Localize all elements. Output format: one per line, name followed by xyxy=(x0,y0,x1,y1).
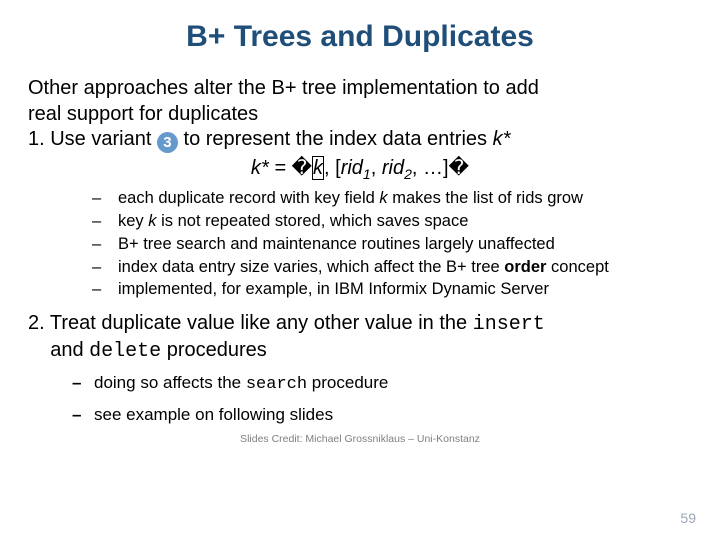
formula-lhs: k* = xyxy=(251,157,292,179)
sb1-post: procedure xyxy=(307,373,388,392)
intro-line1: Other approaches alter the B+ tree imple… xyxy=(28,77,539,99)
b2-post: is not repeated stored, which saves spac… xyxy=(161,212,468,230)
list-item: key k is not repeated stored, which save… xyxy=(92,211,676,233)
formula-rid2: rid xyxy=(382,157,404,179)
s2-line1-pre: 2. Treat duplicate value like any other … xyxy=(28,312,473,334)
formula-sub1: 1 xyxy=(363,166,371,182)
formula-line: k* = �k, [rid1, rid2, …]� xyxy=(28,155,692,182)
search-keyword: search xyxy=(246,375,307,394)
formula-sub2: 2 xyxy=(404,166,412,182)
section-2: 2. Treat duplicate value like any other … xyxy=(28,311,692,364)
delete-keyword: delete xyxy=(89,340,161,363)
formula-mid: , [ xyxy=(324,157,341,179)
formula-rid1: rid xyxy=(341,157,363,179)
list-item: each duplicate record with key field k m… xyxy=(92,188,676,210)
sb1-pre: doing so affects the xyxy=(94,373,246,392)
s2-line2-pre: and xyxy=(50,339,89,361)
bullet-list-1: each duplicate record with key field k m… xyxy=(92,188,676,301)
page-number: 59 xyxy=(680,510,696,526)
list-item: B+ tree search and maintenance routines … xyxy=(92,234,676,256)
kstar: k* xyxy=(493,128,511,150)
formula-glyph1: � xyxy=(292,157,313,179)
insert-keyword: insert xyxy=(473,313,545,336)
formula-comma1: , xyxy=(371,157,382,179)
slide-title: B+ Trees and Duplicates xyxy=(28,20,692,54)
formula-k: k xyxy=(312,156,324,180)
b5-text: implemented, for example, in IBM Informi… xyxy=(118,280,549,298)
list-item: see example on following slides xyxy=(72,402,692,428)
circled-number-icon: 3 xyxy=(157,132,178,153)
list-item: doing so affects the search procedure xyxy=(72,370,692,398)
sb2-text: see example on following slides xyxy=(94,405,333,424)
title-text: B+ Trees and Duplicates xyxy=(186,20,534,53)
item1-before: 1. Use variant xyxy=(28,128,157,150)
b4-post: concept xyxy=(551,258,609,276)
b2-em: k xyxy=(148,212,161,230)
b4-pre: index data entry size varies, which affe… xyxy=(118,258,504,276)
b1-pre: each duplicate record with key field xyxy=(118,189,379,207)
bullet-list-2: doing so affects the search procedure se… xyxy=(72,370,692,427)
intro-block: Other approaches alter the B+ tree imple… xyxy=(28,76,692,153)
formula-glyph2: � xyxy=(449,157,470,179)
slide-credit: Slides Credit: Michael Grossniklaus – Un… xyxy=(28,433,692,445)
b2-pre: key xyxy=(118,212,148,230)
b1-em: k xyxy=(379,189,392,207)
formula-end: , …] xyxy=(412,157,449,179)
s2-line2-post: procedures xyxy=(161,339,267,361)
list-item: index data entry size varies, which affe… xyxy=(92,257,676,279)
item1-after: to represent the index data entries xyxy=(178,128,493,150)
b3-text: B+ tree search and maintenance routines … xyxy=(118,235,555,253)
intro-line2: real support for duplicates xyxy=(28,103,258,125)
b1-post: makes the list of rids grow xyxy=(392,189,583,207)
b4-strong: order xyxy=(504,258,551,276)
list-item: implemented, for example, in IBM Informi… xyxy=(92,279,676,301)
